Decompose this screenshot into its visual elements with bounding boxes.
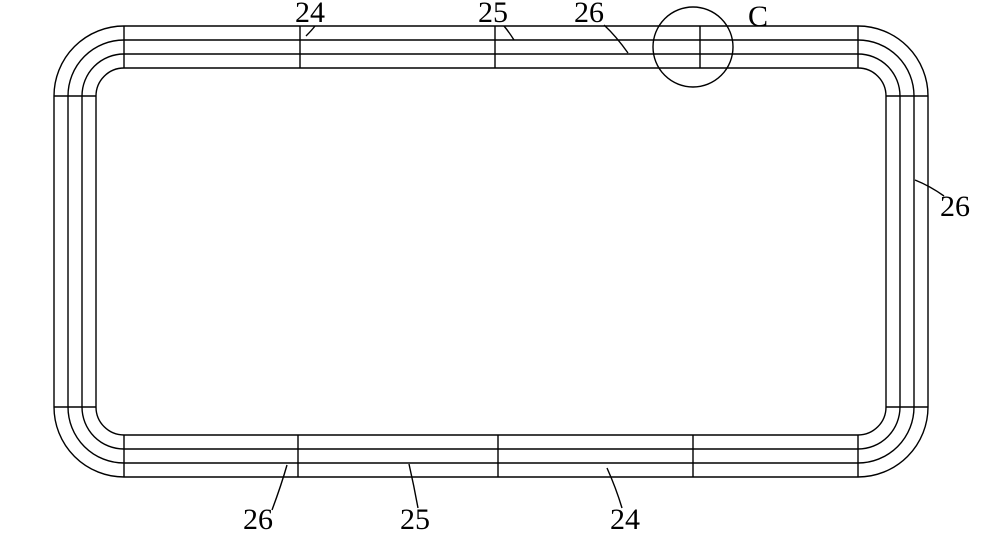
- lbl-26-top-leader: [604, 25, 628, 53]
- lbl-26-bottom: 26: [243, 503, 273, 537]
- lbl-26-top: 26: [574, 0, 604, 30]
- ring-outer: [54, 26, 928, 477]
- lbl-25-bottom: 25: [400, 503, 430, 537]
- lbl-25-top: 25: [478, 0, 508, 30]
- lbl-24-bottom: 24: [610, 503, 640, 537]
- lbl-25-bottom-leader: [409, 464, 418, 508]
- diagram-container: 24 25 26 C 26 26 25 24: [0, 0, 1000, 544]
- detail-circle-c: [653, 7, 733, 87]
- lbl-26-bottom-leader: [272, 465, 287, 510]
- lbl-26-right: 26: [940, 190, 970, 224]
- diagram-svg: [0, 0, 1000, 544]
- ring-inner: [96, 68, 886, 435]
- lbl-24-bottom-leader: [607, 468, 622, 508]
- ring-mid1: [82, 54, 900, 449]
- lbl-C: C: [748, 0, 768, 34]
- ring-mid2: [68, 40, 914, 463]
- lbl-24-top: 24: [295, 0, 325, 30]
